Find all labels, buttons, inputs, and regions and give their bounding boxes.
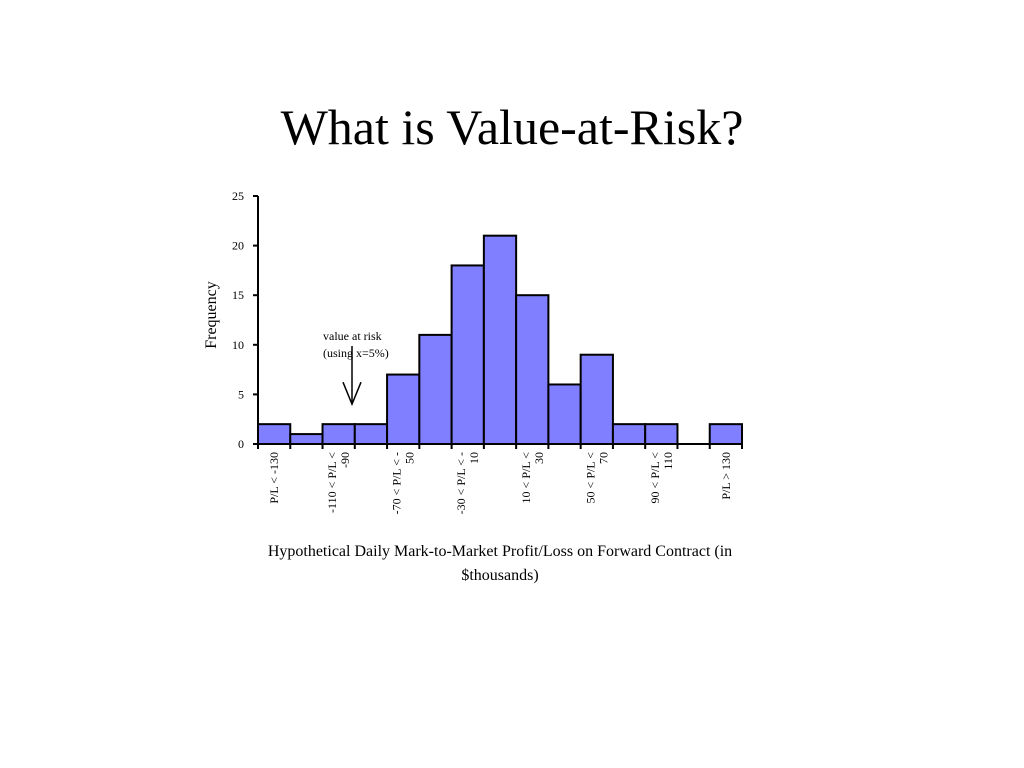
y-tick-label: 20: [232, 239, 244, 253]
x-category-label: 10 < P/L <: [519, 452, 533, 504]
y-tick-label: 25: [232, 189, 244, 203]
x-category-label: 50 < P/L <: [583, 452, 597, 504]
x-category-label: P/L > 130: [719, 452, 733, 500]
annotation-text: (using x=5%): [323, 346, 389, 360]
x-category-label: -70 < P/L < -: [390, 452, 404, 514]
bar: [579, 353, 614, 445]
bar: [644, 423, 679, 446]
x-category-label: 30: [532, 452, 546, 464]
x-category-label: 70: [596, 452, 610, 464]
x-category-label: 50: [403, 452, 417, 464]
bar: [353, 423, 389, 446]
x-category-label: 90 < P/L <: [648, 452, 662, 504]
bar: [386, 373, 421, 445]
bars-layer: [257, 234, 744, 446]
x-category-label: -110 < P/L <: [325, 452, 339, 513]
y-tick-label: 10: [232, 338, 244, 352]
x-category-label: -90: [338, 452, 352, 468]
bar: [450, 264, 485, 445]
y-tick-label: 5: [238, 387, 244, 401]
x-category-label: 10: [467, 452, 481, 464]
axes-layer: [253, 195, 743, 449]
bar: [289, 433, 324, 445]
bar: [418, 333, 453, 446]
bar: [611, 423, 647, 446]
annotation-arrow-head: [342, 381, 362, 407]
x-category-label: P/L < -130: [267, 452, 281, 504]
y-axis-label: Frequency: [203, 281, 220, 349]
slide-title: What is Value-at-Risk?: [280, 99, 744, 155]
bar: [708, 423, 744, 446]
bar: [515, 294, 550, 446]
bar: [321, 423, 356, 446]
annotation-layer: value at risk (using x=5%): [323, 329, 389, 407]
y-tick-label: 15: [232, 288, 244, 302]
y-tick-label: 0: [238, 437, 244, 451]
bar: [257, 423, 292, 446]
bar: [547, 383, 582, 446]
x-category-label: 110: [661, 452, 675, 470]
x-category-label: -30 < P/L < -: [454, 452, 468, 514]
histogram-chart: 0 5 10 15 20 25 P/L < -130 -110 < P/L < -90 -70 <…: [203, 189, 744, 514]
bar: [482, 234, 518, 445]
x-axis-label: Hypothetical Daily Mark-to-Market Profit…: [267, 543, 733, 584]
annotation-text: value at risk: [323, 329, 382, 343]
labels-layer: 0 5 10 15 20 25 P/L < -130 -110 < P/L < -90 -70 <…: [203, 189, 733, 514]
